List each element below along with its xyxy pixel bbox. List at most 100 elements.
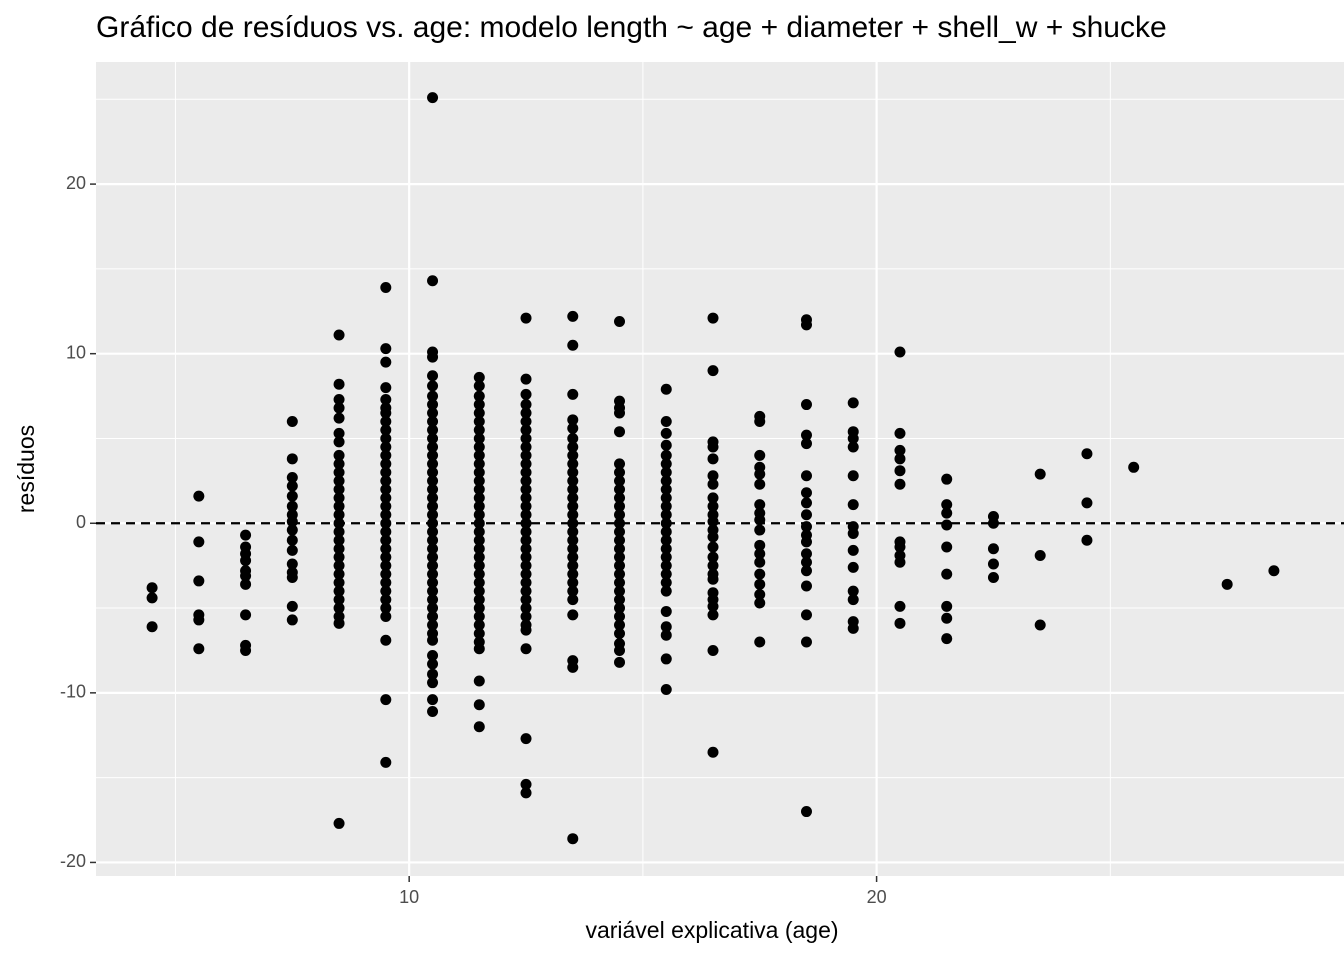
point — [380, 432, 392, 444]
point — [427, 509, 439, 521]
point — [333, 329, 345, 341]
point — [520, 643, 532, 655]
point — [754, 478, 766, 490]
point — [427, 602, 439, 614]
point — [286, 471, 298, 483]
point — [427, 619, 439, 631]
point — [614, 585, 626, 597]
point — [707, 541, 719, 553]
point — [987, 558, 999, 570]
point — [427, 543, 439, 555]
point — [800, 509, 812, 521]
point — [567, 577, 579, 589]
point — [614, 560, 626, 572]
point — [380, 441, 392, 453]
point — [520, 543, 532, 555]
point — [240, 570, 252, 582]
point — [800, 580, 812, 592]
point — [380, 466, 392, 478]
point — [707, 560, 719, 572]
point — [427, 424, 439, 436]
point — [427, 650, 439, 662]
point — [614, 602, 626, 614]
point — [800, 399, 812, 411]
point — [520, 509, 532, 521]
point — [567, 492, 579, 504]
point — [847, 594, 859, 606]
point — [520, 449, 532, 461]
point — [380, 483, 392, 495]
point — [473, 407, 485, 419]
point — [520, 492, 532, 504]
point — [707, 573, 719, 585]
point — [567, 441, 579, 453]
point — [286, 480, 298, 492]
point — [193, 614, 205, 626]
point — [286, 534, 298, 546]
point — [427, 526, 439, 538]
point — [660, 449, 672, 461]
point — [894, 617, 906, 629]
point — [614, 517, 626, 529]
point — [987, 572, 999, 584]
point — [1034, 549, 1046, 561]
point — [800, 497, 812, 509]
point — [333, 560, 345, 572]
point — [660, 475, 672, 487]
point — [380, 568, 392, 580]
point — [894, 556, 906, 568]
point — [567, 388, 579, 400]
y-tick-label: 0 — [76, 512, 86, 532]
point — [894, 600, 906, 612]
point — [333, 585, 345, 597]
point — [660, 439, 672, 451]
point — [847, 585, 859, 597]
point — [286, 558, 298, 570]
point — [660, 458, 672, 470]
point — [520, 312, 532, 324]
point — [333, 543, 345, 555]
x-tick-label: 20 — [867, 887, 887, 907]
point — [333, 602, 345, 614]
point — [427, 275, 439, 287]
point — [380, 416, 392, 428]
point — [427, 706, 439, 718]
x-tick-label: 10 — [399, 887, 419, 907]
point — [614, 551, 626, 563]
point — [240, 555, 252, 567]
point — [707, 551, 719, 563]
point — [660, 577, 672, 589]
point — [660, 492, 672, 504]
point — [754, 449, 766, 461]
point — [427, 432, 439, 444]
point — [800, 609, 812, 621]
point — [567, 534, 579, 546]
y-tick-label: 20 — [66, 173, 86, 193]
point — [894, 427, 906, 439]
point — [660, 683, 672, 695]
point — [1034, 468, 1046, 480]
point — [567, 560, 579, 572]
point — [240, 644, 252, 656]
point — [473, 500, 485, 512]
point — [520, 373, 532, 385]
point — [286, 490, 298, 502]
point — [660, 551, 672, 563]
point — [941, 473, 953, 485]
point — [941, 612, 953, 624]
point — [427, 551, 439, 563]
point — [380, 458, 392, 470]
point — [894, 541, 906, 553]
point — [754, 499, 766, 511]
point — [473, 534, 485, 546]
point — [473, 432, 485, 444]
point — [567, 500, 579, 512]
point — [800, 536, 812, 548]
point — [333, 393, 345, 405]
point — [1034, 619, 1046, 631]
point — [800, 319, 812, 331]
point — [800, 548, 812, 560]
point — [333, 458, 345, 470]
